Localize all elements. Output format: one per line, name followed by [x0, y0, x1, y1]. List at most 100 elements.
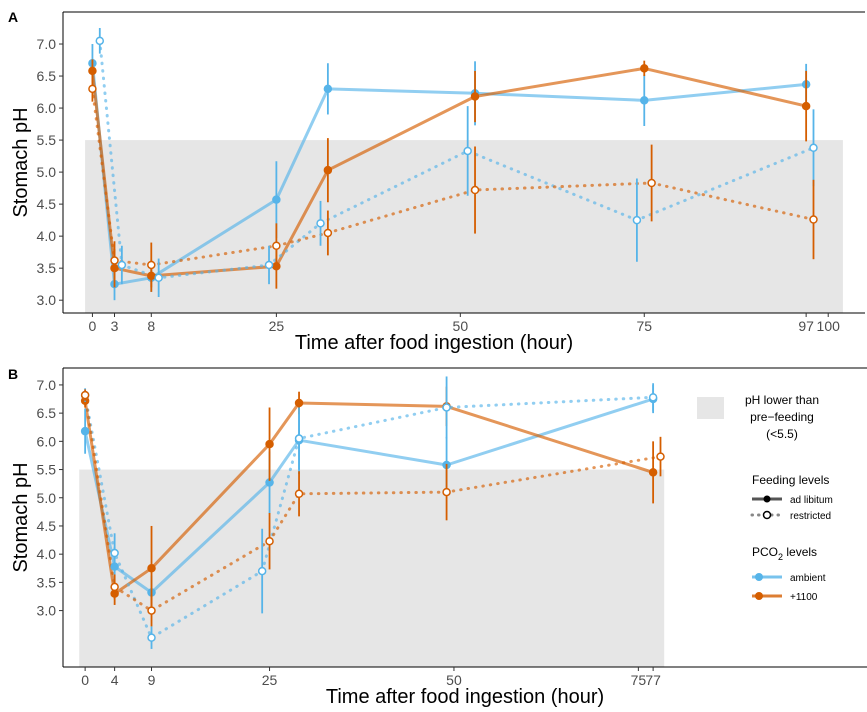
panel-a-y-tick-label: 3.5	[37, 260, 57, 276]
panel-b-low-ph-band	[79, 469, 665, 667]
panel-a-point-elevated-restricted	[147, 260, 156, 270]
panel-a-line-ambient-ad-libitum	[90, 61, 808, 286]
panel-b-x-tick-label: 75	[631, 672, 647, 688]
panel-a-point-elevated-restricted	[809, 215, 818, 224]
panel-a-x-tick-label: 25	[269, 318, 285, 334]
panel-b-x-tick-label: 77	[645, 672, 661, 688]
legend-pco2-point	[755, 592, 763, 600]
legend-band-label: pre−feeding	[750, 410, 814, 424]
panel-a-point-ambient-ad-libitum	[272, 195, 281, 204]
panel-b-x-tick-label: 9	[148, 672, 156, 688]
panel-b-y-tick-label: 6.0	[37, 433, 57, 449]
panel-a-point-elevated-restricted	[470, 185, 480, 195]
panel-a-point-elevated-ad-libitum	[640, 64, 649, 73]
panel-b-point-elevated-restricted	[294, 489, 304, 499]
panel-b-y-axis-title: Stomach pH	[10, 462, 32, 572]
legend-restricted-point	[762, 510, 772, 520]
panel-a-point-elevated-restricted	[88, 84, 97, 94]
panel-a-y-tick-label: 4.5	[37, 196, 57, 212]
panel-b-y-tick-label: 7.0	[37, 377, 57, 393]
panel-b-x-tick-label: 25	[262, 672, 278, 688]
legend-band-key	[697, 397, 724, 419]
panel-a-point-ambient-ad-libitum	[640, 96, 649, 105]
legend-pco2-label: +1100	[790, 592, 818, 603]
legend-pco2-point	[755, 573, 763, 581]
panel-a-line-elevated-ad-libitum	[90, 66, 808, 278]
panel-a-point-elevated-restricted	[110, 256, 119, 265]
panel-b-point-ambient-restricted	[147, 633, 156, 642]
panel-a-point-ambient-restricted	[154, 273, 163, 283]
panel-b-point-elevated-restricted	[147, 606, 156, 615]
panel-a: A 3.0 3.5 4.0 4.5 5.0 5.5 6.0 6.5 7.0 0 3 8 25 50 75 97 1…	[8, 9, 865, 354]
panel-a-y-tick-label: 6.0	[37, 100, 57, 116]
panel-a-x-tick-label: 75	[636, 318, 652, 334]
legend-restricted-label: restricted	[790, 511, 831, 522]
panel-a-line-ambient-restricted	[98, 39, 815, 280]
panel-b-point-elevated-ad-libitum	[147, 564, 156, 573]
panel-a-point-ambient-restricted	[264, 260, 274, 270]
panel-a-point-ambient-restricted	[117, 260, 127, 270]
panel-b-point-elevated-ad-libitum	[265, 439, 274, 449]
panel-a-point-ambient-restricted	[463, 146, 472, 156]
panel-a-y-tick-label: 5.0	[37, 164, 57, 180]
panel-b-y-tick-label: 4.0	[37, 546, 57, 562]
panel-a-x-tick-label: 100	[817, 318, 841, 334]
panel-a-x-axis-title: Time after food ingestion (hour)	[295, 332, 573, 354]
legend-ad-libitum-label: ad libitum	[790, 495, 833, 506]
panel-b-point-ambient-restricted	[257, 566, 267, 576]
panel-a-point-elevated-ad-libitum	[801, 101, 811, 111]
panel-b-y-tick-label: 4.5	[37, 518, 57, 534]
panel-a-x-tick-label: 97	[798, 318, 814, 334]
legend-pco2-label: ambient	[790, 573, 826, 584]
panel-a-point-ambient-restricted	[809, 143, 818, 153]
panel-b-point-ambient-restricted	[294, 434, 304, 443]
panel-b-x-tick-label: 0	[81, 672, 89, 688]
panel-b-y-tick-label: 3.5	[37, 574, 57, 590]
panel-b-point-elevated-ad-libitum	[648, 468, 658, 477]
panel-b-point-elevated-restricted	[265, 536, 274, 546]
panel-a-y-tick-label: 7.0	[37, 36, 57, 52]
panel-b: B 3.0 3.5 4.0 4.5 5.0 5.5 6.0 6.5 7.0 0 4 9 25 50 75 77 T…	[8, 366, 867, 708]
panel-a-x-tick-label: 0	[89, 318, 97, 334]
panel-a-point-elevated-restricted	[647, 178, 656, 188]
panel-a-low-ph-band	[85, 140, 843, 313]
panel-b-point-elevated-restricted	[656, 452, 665, 461]
legend-feeding-title: Feeding levels	[752, 473, 829, 487]
panel-b-point-ambient-restricted	[442, 403, 451, 412]
legend-band-label: pH lower than	[745, 393, 819, 407]
panel-b-y-tick-label: 5.0	[37, 490, 57, 506]
panel-b-point-elevated-restricted	[110, 582, 119, 592]
panel-a-x-tick-label: 3	[111, 318, 119, 334]
panel-a-y-axis-title: Stomach pH	[10, 107, 32, 217]
panel-b-point-ambient-restricted	[648, 393, 658, 402]
panel-b-point-elevated-restricted	[442, 487, 451, 497]
panel-a-point-elevated-restricted	[323, 228, 333, 238]
panel-a-point-elevated-ad-libitum	[323, 165, 333, 175]
panel-b-y-tick-label: 5.5	[37, 462, 57, 478]
legend: pH lower than pre−feeding (<5.5) Feeding le…	[697, 393, 833, 603]
panel-b-tag: B	[8, 366, 18, 382]
panel-a-point-ambient-restricted	[95, 36, 105, 46]
panel-b-point-ambient-ad-libitum	[80, 426, 90, 436]
legend-band-label: (<5.5)	[766, 427, 798, 441]
legend-ad-libitum-point	[763, 495, 771, 503]
panel-b-x-tick-label: 4	[111, 672, 119, 688]
panel-a-point-elevated-restricted	[272, 241, 281, 251]
panel-a-point-ambient-restricted	[316, 219, 325, 228]
panel-a-x-tick-label: 8	[147, 318, 155, 334]
panel-a-point-elevated-ad-libitum	[88, 66, 97, 76]
panel-b-y-tick-label: 3.0	[37, 603, 57, 619]
panel-a-y-tick-label: 3.0	[37, 292, 57, 308]
panel-a-point-elevated-ad-libitum	[470, 92, 480, 101]
panel-b-x-tick-label: 50	[446, 672, 462, 688]
panel-b-y-tick-label: 6.5	[37, 405, 57, 421]
panel-b-point-ambient-restricted	[110, 548, 119, 558]
panel-b-point-elevated-ad-libitum	[294, 398, 304, 408]
panel-a-y-tick-label: 5.5	[37, 132, 57, 148]
panel-a-point-ambient-restricted	[632, 215, 642, 225]
panel-a-y-tick-label: 4.0	[37, 228, 57, 244]
panel-b-point-elevated-restricted	[80, 390, 90, 400]
legend-pco2-title: PCO2 levels	[752, 545, 817, 562]
panel-a-x-tick-label: 50	[453, 318, 469, 334]
